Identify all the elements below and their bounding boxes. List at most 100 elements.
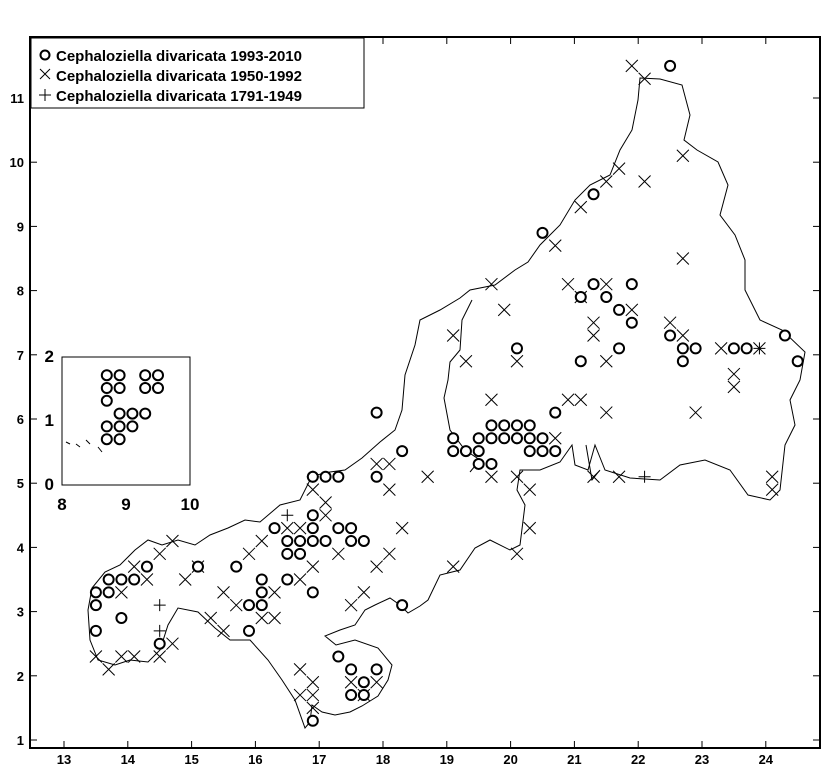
- record-cross-mark: [89, 650, 103, 663]
- x-tick-label: 13: [57, 752, 71, 767]
- record-circle-mark: [102, 573, 115, 586]
- record-circle-mark: [345, 534, 358, 547]
- record-circle-mark: [345, 522, 358, 535]
- record-cross-mark: [548, 239, 562, 253]
- record-cross-mark: [370, 560, 383, 574]
- record-circle-mark: [485, 432, 498, 445]
- record-cross-mark: [306, 701, 320, 715]
- record-circle-mark: [255, 599, 268, 612]
- record-circle-mark: [345, 689, 358, 702]
- record-cross-mark: [727, 380, 741, 394]
- record-cross-mark: [395, 521, 409, 535]
- record-cross-mark: [459, 354, 473, 368]
- record-circle-mark: [498, 432, 511, 445]
- record-circle-mark: [115, 612, 128, 625]
- record-cross-mark: [102, 663, 116, 676]
- inset-islands: [65, 439, 103, 453]
- record-cross-mark: [217, 585, 230, 599]
- inset-y-tick-label: 0: [45, 475, 54, 494]
- record-cross-mark: [306, 675, 320, 689]
- record-cross-mark: [612, 162, 626, 175]
- record-circle-mark: [549, 445, 562, 458]
- y-tick-label: 4: [17, 540, 25, 555]
- record-cross-mark: [638, 72, 651, 86]
- record-circle-mark: [357, 689, 370, 702]
- record-cross-mark: [255, 611, 269, 625]
- record-circle-mark: [778, 329, 791, 342]
- inset-y-tick-label: 1: [45, 411, 54, 430]
- record-circle-mark: [89, 586, 102, 599]
- record-cross-mark: [727, 367, 741, 381]
- record-circle-mark: [191, 560, 204, 573]
- record-plus-mark: [638, 470, 651, 483]
- record-circle-mark: [459, 445, 472, 458]
- record-cross-mark: [561, 393, 575, 407]
- x-tick-label: 21: [567, 752, 581, 767]
- record-circle-mark: [294, 547, 307, 560]
- y-tick-label: 1: [17, 733, 24, 748]
- record-circle-mark: [140, 560, 153, 573]
- record-cross-mark: [306, 483, 320, 496]
- record-cross-mark: [370, 457, 383, 471]
- record-cross-mark: [293, 521, 307, 535]
- record-cross-mark: [599, 175, 613, 188]
- record-cross-mark: [383, 547, 396, 561]
- record-cross-mark: [242, 547, 256, 561]
- records-1993-2010: [89, 59, 804, 727]
- inset-record-circle-mark: [113, 382, 126, 394]
- record-cross-mark: [331, 547, 345, 561]
- record-circle-mark: [523, 419, 536, 432]
- record-circle-mark: [447, 432, 460, 445]
- record-circle-mark: [498, 419, 511, 432]
- record-cross-mark: [306, 688, 320, 702]
- inset-record-circle-mark: [113, 407, 126, 420]
- record-circle-mark: [306, 522, 319, 535]
- record-cross-mark: [421, 470, 435, 484]
- x-tick-label: 24: [759, 752, 774, 767]
- record-circle-mark: [255, 586, 268, 599]
- record-cross-mark: [689, 406, 702, 419]
- y-tick-label: 8: [17, 284, 24, 299]
- record-circle-mark: [613, 303, 626, 316]
- inset-record-circle-mark: [100, 369, 113, 382]
- record-cross-mark: [638, 175, 651, 188]
- record-circle-mark: [128, 573, 141, 586]
- record-cross-mark: [319, 496, 332, 509]
- record-circle-mark: [281, 573, 294, 586]
- legend-plus-icon: [39, 89, 51, 101]
- record-cross-mark: [663, 316, 677, 330]
- record-cross-mark: [599, 406, 613, 419]
- inset-record-circle-mark: [100, 382, 113, 394]
- record-cross-mark: [599, 277, 613, 291]
- legend-circle-icon: [39, 49, 51, 61]
- legend-label-1993-2010: Cephaloziella divaricata 1993-2010: [56, 48, 302, 65]
- record-circle-mark: [306, 534, 319, 547]
- record-cross-mark: [383, 483, 396, 496]
- record-cross-mark: [344, 675, 358, 689]
- record-cross-mark: [510, 547, 524, 561]
- record-plus-mark: [281, 509, 294, 522]
- record-cross-mark: [574, 393, 588, 407]
- legend-box: [30, 37, 365, 109]
- record-circle-mark: [306, 470, 319, 483]
- inset-record-circle-mark: [113, 433, 126, 446]
- record-cross-mark: [229, 598, 243, 612]
- inset-records-1993-2010: [100, 369, 164, 446]
- record-cross-mark: [676, 149, 690, 163]
- record-circle-mark: [396, 599, 409, 612]
- x-tick-label: 18: [376, 752, 390, 767]
- record-cross-mark: [612, 470, 626, 484]
- record-circle-mark: [485, 419, 498, 432]
- record-cross-mark: [204, 611, 218, 625]
- record-cross-mark: [383, 457, 396, 471]
- record-cross-mark: [344, 598, 358, 612]
- record-circle-mark: [102, 586, 115, 599]
- record-plus-mark: [153, 624, 166, 637]
- record-cross-mark: [127, 650, 141, 663]
- record-circle-mark: [676, 355, 689, 368]
- inset-x-tick-label: 8: [57, 495, 66, 514]
- record-circle-mark: [472, 457, 485, 470]
- x-tick-label: 15: [184, 752, 198, 767]
- record-cross-mark: [140, 573, 154, 586]
- legend-cross-icon: [39, 68, 51, 80]
